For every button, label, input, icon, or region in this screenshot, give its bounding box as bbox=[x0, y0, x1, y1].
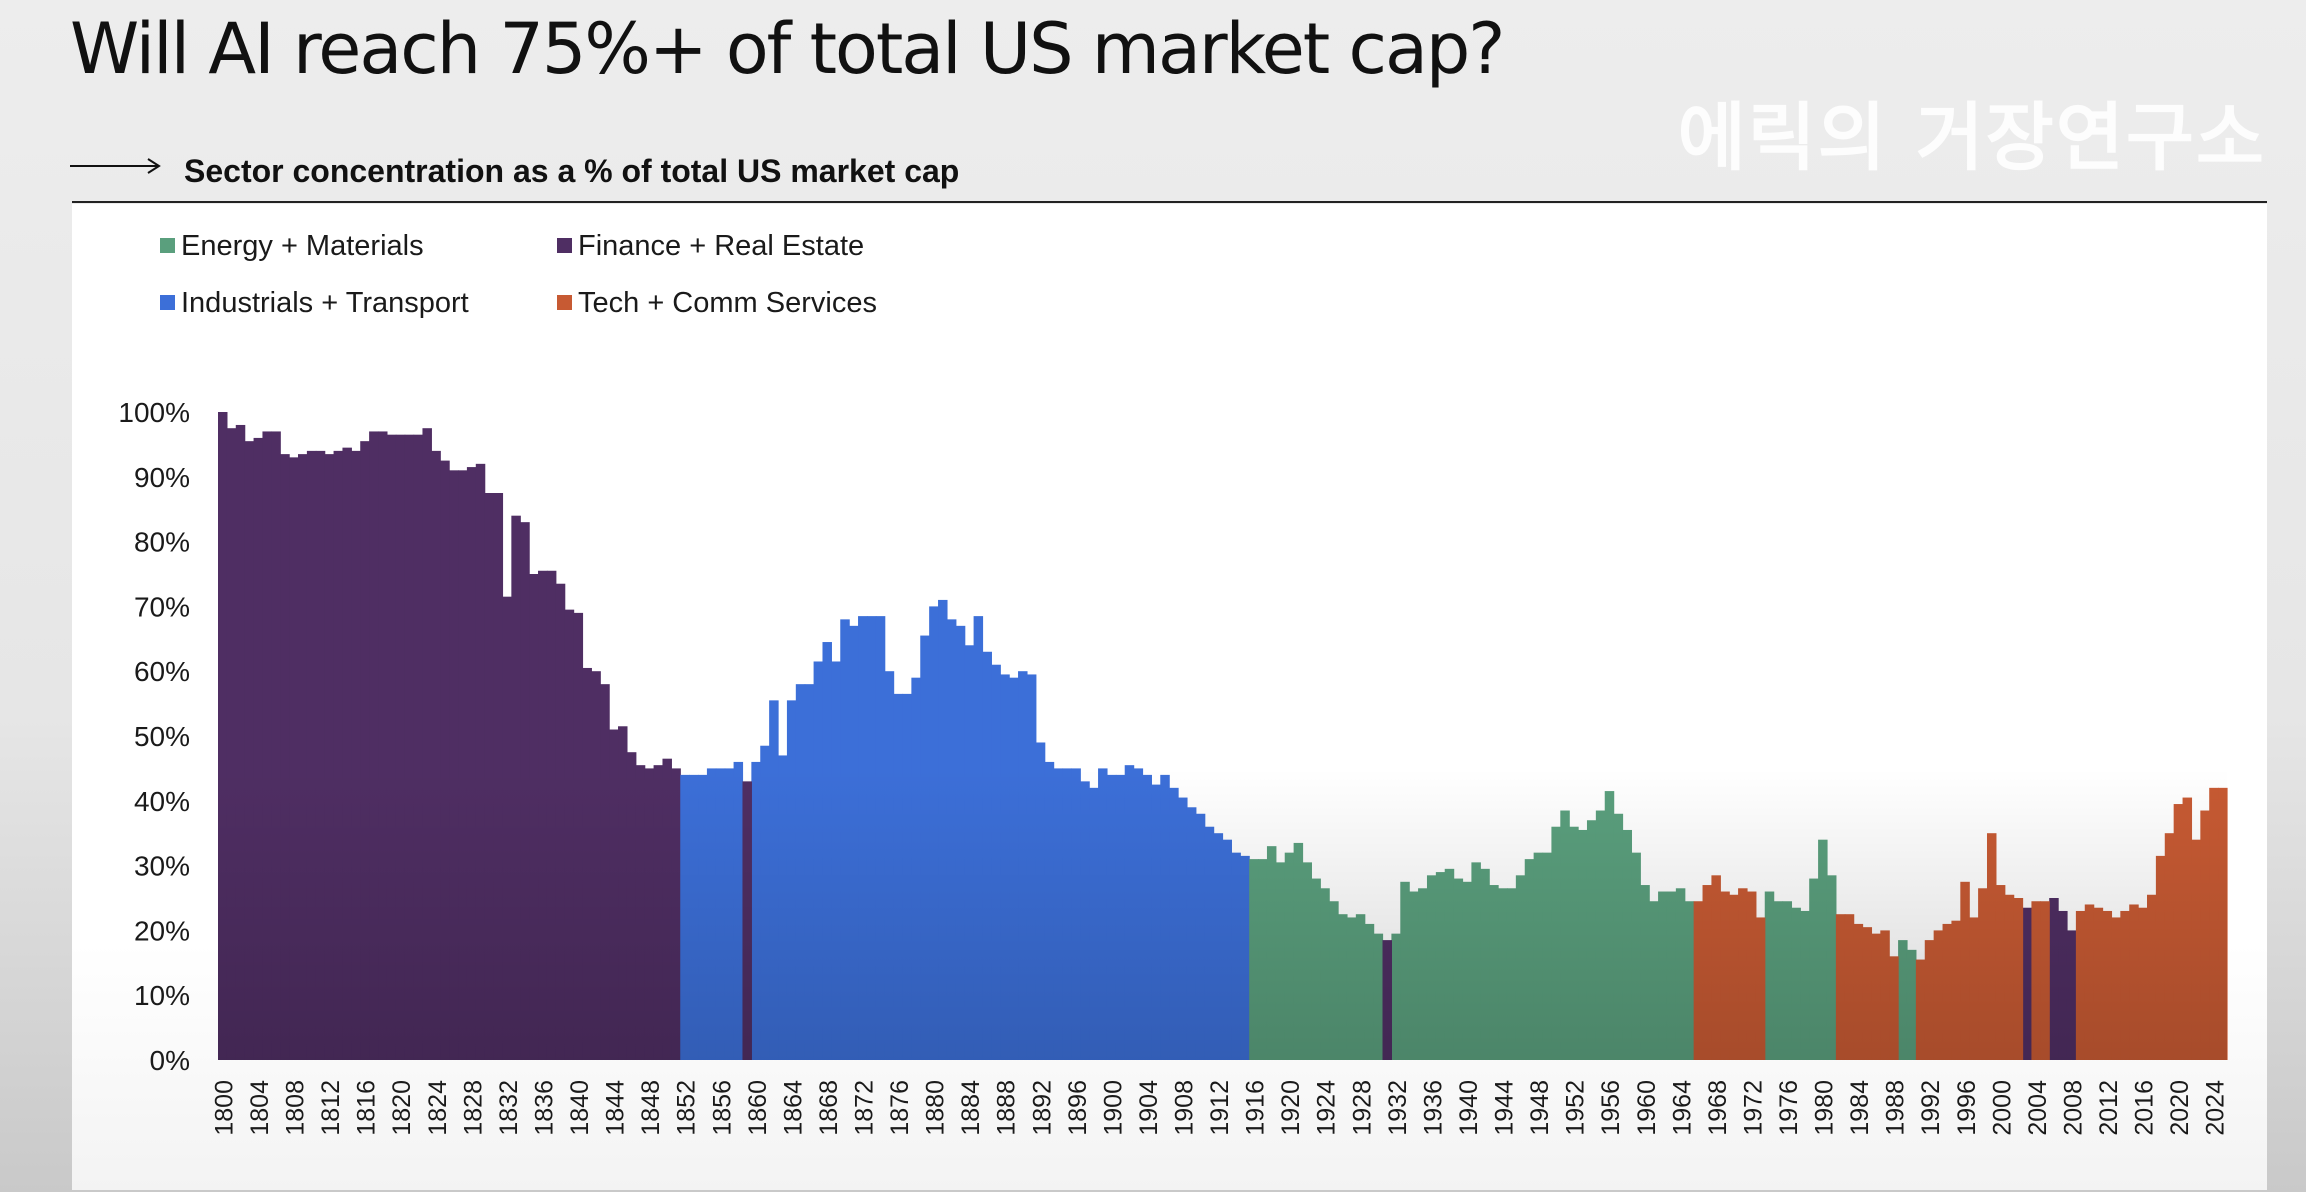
x-tick-label: 1808 bbox=[282, 1080, 310, 1136]
x-tick-label: 1860 bbox=[744, 1080, 772, 1136]
legend-swatch bbox=[160, 294, 175, 310]
x-tick-label: 1900 bbox=[1099, 1080, 1127, 1136]
y-tick-label: 0% bbox=[150, 1045, 190, 1076]
x-tick-label: 1916 bbox=[1242, 1080, 1270, 1136]
x-tick-label: 2016 bbox=[2131, 1080, 2159, 1136]
x-tick-label: 2000 bbox=[1988, 1080, 2016, 1136]
bar-shading bbox=[218, 412, 2227, 1060]
x-tick-label: 1912 bbox=[1206, 1080, 1234, 1136]
y-tick-label: 90% bbox=[134, 462, 190, 493]
x-tick-label: 1980 bbox=[1811, 1080, 1839, 1136]
x-tick-label: 1832 bbox=[495, 1080, 523, 1136]
x-tick-label: 1924 bbox=[1313, 1080, 1341, 1136]
x-tick-label: 1836 bbox=[530, 1080, 558, 1136]
legend-item-tech-comm-services: Tech + Comm Services bbox=[557, 287, 877, 320]
x-tick-label: 1820 bbox=[388, 1080, 416, 1136]
x-tick-label: 1872 bbox=[850, 1080, 878, 1136]
x-tick-label: 1936 bbox=[1419, 1080, 1447, 1136]
legend-label: Finance + Real Estate bbox=[578, 230, 865, 262]
y-tick-label: 60% bbox=[134, 656, 190, 687]
x-tick-label: 1940 bbox=[1455, 1080, 1483, 1136]
x-tick-label: 2012 bbox=[2095, 1080, 2123, 1136]
x-tick-label: 1816 bbox=[353, 1080, 381, 1136]
y-tick-label: 80% bbox=[134, 527, 190, 558]
y-tick-label: 30% bbox=[134, 851, 190, 882]
y-tick-label: 50% bbox=[134, 721, 190, 752]
chart-subtitle: Sector concentration as a % of total US … bbox=[184, 153, 960, 189]
x-tick-label: 1984 bbox=[1846, 1080, 1874, 1136]
x-tick-label: 1976 bbox=[1775, 1080, 1803, 1136]
x-tick-label: 1996 bbox=[1953, 1080, 1981, 1136]
x-tick-label: 1964 bbox=[1668, 1080, 1696, 1136]
bars-group bbox=[218, 412, 2228, 1061]
x-tick-label: 1880 bbox=[922, 1080, 950, 1136]
legend-label: Tech + Comm Services bbox=[578, 287, 877, 319]
x-tick-label: 1948 bbox=[1526, 1080, 1554, 1136]
x-tick-label: 1928 bbox=[1348, 1080, 1376, 1136]
y-tick-label: 100% bbox=[118, 397, 190, 428]
x-tick-label: 2024 bbox=[2202, 1080, 2230, 1136]
legend-item-industrials-transport: Industrials + Transport bbox=[160, 287, 469, 320]
x-tick-label: 1932 bbox=[1384, 1080, 1412, 1136]
x-tick-label: 1956 bbox=[1597, 1080, 1625, 1136]
x-tick-label: 1856 bbox=[708, 1080, 736, 1136]
x-tick-label: 1992 bbox=[1917, 1080, 1945, 1136]
legend-item-energy-materials: Energy + Materials bbox=[160, 230, 424, 263]
x-tick-label: 1968 bbox=[1704, 1080, 1732, 1136]
arrow-right-icon bbox=[70, 158, 161, 174]
y-tick-label: 40% bbox=[134, 786, 190, 817]
x-tick-label: 1812 bbox=[317, 1080, 345, 1136]
legend-swatch bbox=[557, 294, 572, 310]
legend-swatch bbox=[557, 237, 572, 253]
x-tick-label: 1852 bbox=[673, 1080, 701, 1136]
y-tick-label: 70% bbox=[134, 591, 190, 622]
x-tick-label: 1988 bbox=[1882, 1080, 1910, 1136]
x-tick-label: 1824 bbox=[424, 1080, 452, 1136]
y-tick-label: 20% bbox=[134, 915, 190, 946]
x-tick-label: 1960 bbox=[1633, 1080, 1661, 1136]
x-tick-label: 1844 bbox=[602, 1080, 630, 1136]
x-tick-label: 1908 bbox=[1171, 1080, 1199, 1136]
legend-item-finance-real-estate: Finance + Real Estate bbox=[557, 230, 864, 263]
x-tick-label: 2008 bbox=[2059, 1080, 2087, 1136]
x-tick-label: 1904 bbox=[1135, 1080, 1163, 1136]
x-axis: 1800 1804 1808 1812 1816 1820 1824 1828 1832 1836… bbox=[210, 1080, 2229, 1136]
x-tick-label: 1896 bbox=[1064, 1080, 1092, 1136]
y-axis: 0% 10% 20% 30% 40% 50% 60% 70% 80% 90% 100% bbox=[118, 397, 190, 1076]
divider bbox=[72, 201, 2267, 203]
x-tick-label: 1800 bbox=[210, 1080, 238, 1136]
legend-label: Energy + Materials bbox=[181, 230, 424, 262]
x-tick-label: 2004 bbox=[2024, 1080, 2052, 1136]
x-tick-label: 1828 bbox=[459, 1080, 487, 1136]
x-tick-label: 1892 bbox=[1028, 1080, 1056, 1136]
y-tick-label: 10% bbox=[134, 980, 190, 1011]
page-title: Will AI reach 75%+ of total US market ca… bbox=[70, 8, 1505, 90]
x-tick-label: 2020 bbox=[2166, 1080, 2194, 1136]
x-tick-label: 1972 bbox=[1739, 1080, 1767, 1136]
legend-label: Industrials + Transport bbox=[181, 287, 469, 319]
legend-swatch bbox=[160, 237, 175, 253]
x-tick-label: 1868 bbox=[815, 1080, 843, 1136]
x-tick-label: 1888 bbox=[993, 1080, 1021, 1136]
channel-watermark: 에릭의 거장연구소 bbox=[1677, 95, 2266, 181]
x-tick-label: 1876 bbox=[886, 1080, 914, 1136]
x-tick-label: 1884 bbox=[957, 1080, 985, 1136]
x-tick-label: 1848 bbox=[637, 1080, 665, 1136]
x-tick-label: 1920 bbox=[1277, 1080, 1305, 1136]
x-tick-label: 1952 bbox=[1562, 1080, 1590, 1136]
x-tick-label: 1944 bbox=[1491, 1080, 1519, 1136]
x-tick-label: 1864 bbox=[779, 1080, 807, 1136]
x-tick-label: 1840 bbox=[566, 1080, 594, 1136]
x-tick-label: 1804 bbox=[246, 1080, 274, 1136]
